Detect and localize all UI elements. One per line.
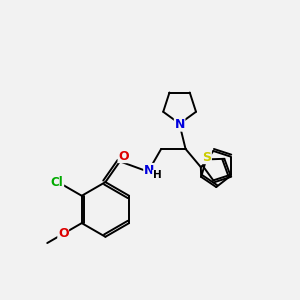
Text: Cl: Cl bbox=[51, 176, 64, 189]
Text: N: N bbox=[144, 164, 154, 176]
Text: O: O bbox=[58, 227, 68, 240]
Text: N: N bbox=[174, 118, 185, 131]
Text: S: S bbox=[202, 151, 211, 164]
Text: H: H bbox=[153, 170, 161, 180]
Text: O: O bbox=[118, 150, 129, 163]
